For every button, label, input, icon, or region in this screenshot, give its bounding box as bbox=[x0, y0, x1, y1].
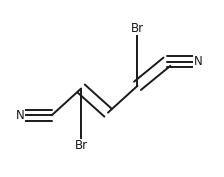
Text: N: N bbox=[194, 55, 202, 68]
Text: Br: Br bbox=[131, 22, 144, 35]
Text: N: N bbox=[16, 109, 25, 122]
Text: Br: Br bbox=[75, 139, 88, 152]
